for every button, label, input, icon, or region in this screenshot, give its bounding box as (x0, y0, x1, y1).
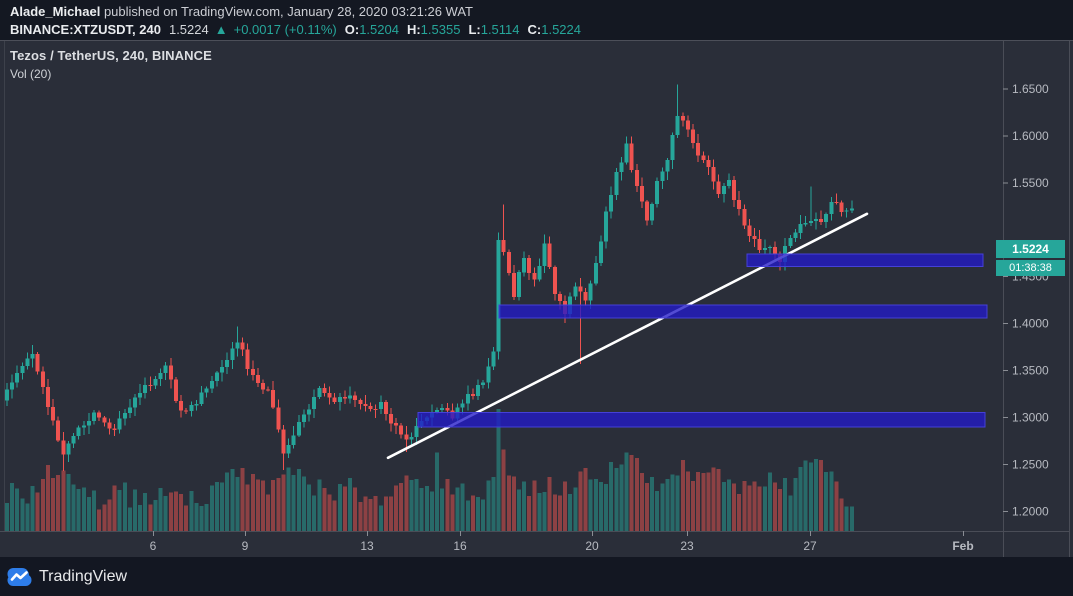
resistance-zone-upper[interactable] (746, 253, 984, 267)
price-tick-label: 1.6500 (1012, 82, 1049, 96)
price-tick-label: 1.3000 (1012, 410, 1049, 424)
snapshot-header: Alade_Michael published on TradingView.c… (0, 0, 1073, 40)
time-tick-label: 16 (453, 539, 467, 553)
time-tick-label: 23 (680, 539, 694, 553)
zone-drawings[interactable] (417, 253, 988, 428)
high-label: H: (406, 22, 421, 37)
author-name: Alade_Michael (10, 4, 101, 19)
last-price: 1.5224 (168, 22, 209, 37)
last-price-tag: 1.5224 (996, 239, 1065, 258)
time-tick-label: 13 (360, 539, 374, 553)
close-value: 1.5224 (541, 22, 581, 37)
price-tick-label: 1.6000 (1012, 129, 1049, 143)
time-tick-label: 20 (585, 539, 599, 553)
support-zone-middle[interactable] (498, 304, 988, 319)
price-change: +0.0017 (+0.11%) (233, 22, 337, 37)
brand-name[interactable]: TradingView (39, 567, 128, 585)
open-value: 1.5204 (359, 22, 399, 37)
chart-canvas[interactable]: 1.65001.60001.55001.45001.40001.35001.30… (0, 41, 1073, 558)
axes: 1.65001.60001.55001.45001.40001.35001.30… (0, 41, 1073, 558)
price-tick-label: 1.2500 (1012, 457, 1049, 471)
candles (5, 84, 854, 471)
high-value: 1.5355 (420, 22, 461, 37)
close-label: C: (527, 22, 542, 37)
up-arrow-icon: ▲ (214, 22, 228, 37)
low-value: 1.5114 (480, 22, 520, 37)
time-tick-label: 6 (150, 539, 157, 553)
open-label: O: (344, 22, 360, 37)
price-tick-label: 1.3500 (1012, 364, 1049, 378)
symbol-info-line: BINANCE:XTZUSDT, 240 1.5224 ▲ +0.0017 (+0.1… (10, 21, 1073, 39)
chart-widget[interactable]: 1.6500 1.6000 1.5500 1.4500 1.4000 1.3500 1.30… (0, 40, 1073, 558)
symbol-name: BINANCE:XTZUSDT, 240 (10, 22, 161, 37)
time-tick-label: Feb (952, 539, 973, 553)
tradingview-logo-icon[interactable] (7, 566, 32, 588)
volume-indicator-label[interactable]: Vol (20) (10, 67, 52, 81)
byline: Alade_Michael published on TradingView.c… (10, 3, 1073, 21)
price-tick-label: 1.4000 (1012, 317, 1049, 331)
support-zone-lower[interactable] (417, 412, 986, 428)
brand-bar: TradingView (0, 557, 1073, 596)
bar-countdown-tag: 01:38:38 (996, 259, 1065, 276)
byline-text: published on TradingView.com, January 28… (100, 4, 473, 19)
chart-legend: Tezos / TetherUS, 240, BINANCE Vol (20) (10, 48, 212, 81)
price-tick-label: 1.5500 (1012, 176, 1049, 190)
low-label: L: (468, 22, 481, 37)
series-title[interactable]: Tezos / TetherUS, 240, BINANCE (10, 48, 212, 63)
volume-bars (5, 409, 854, 531)
time-tick-label: 27 (803, 539, 817, 553)
price-tick-label: 1.2000 (1012, 504, 1049, 518)
time-tick-label: 9 (242, 539, 249, 553)
